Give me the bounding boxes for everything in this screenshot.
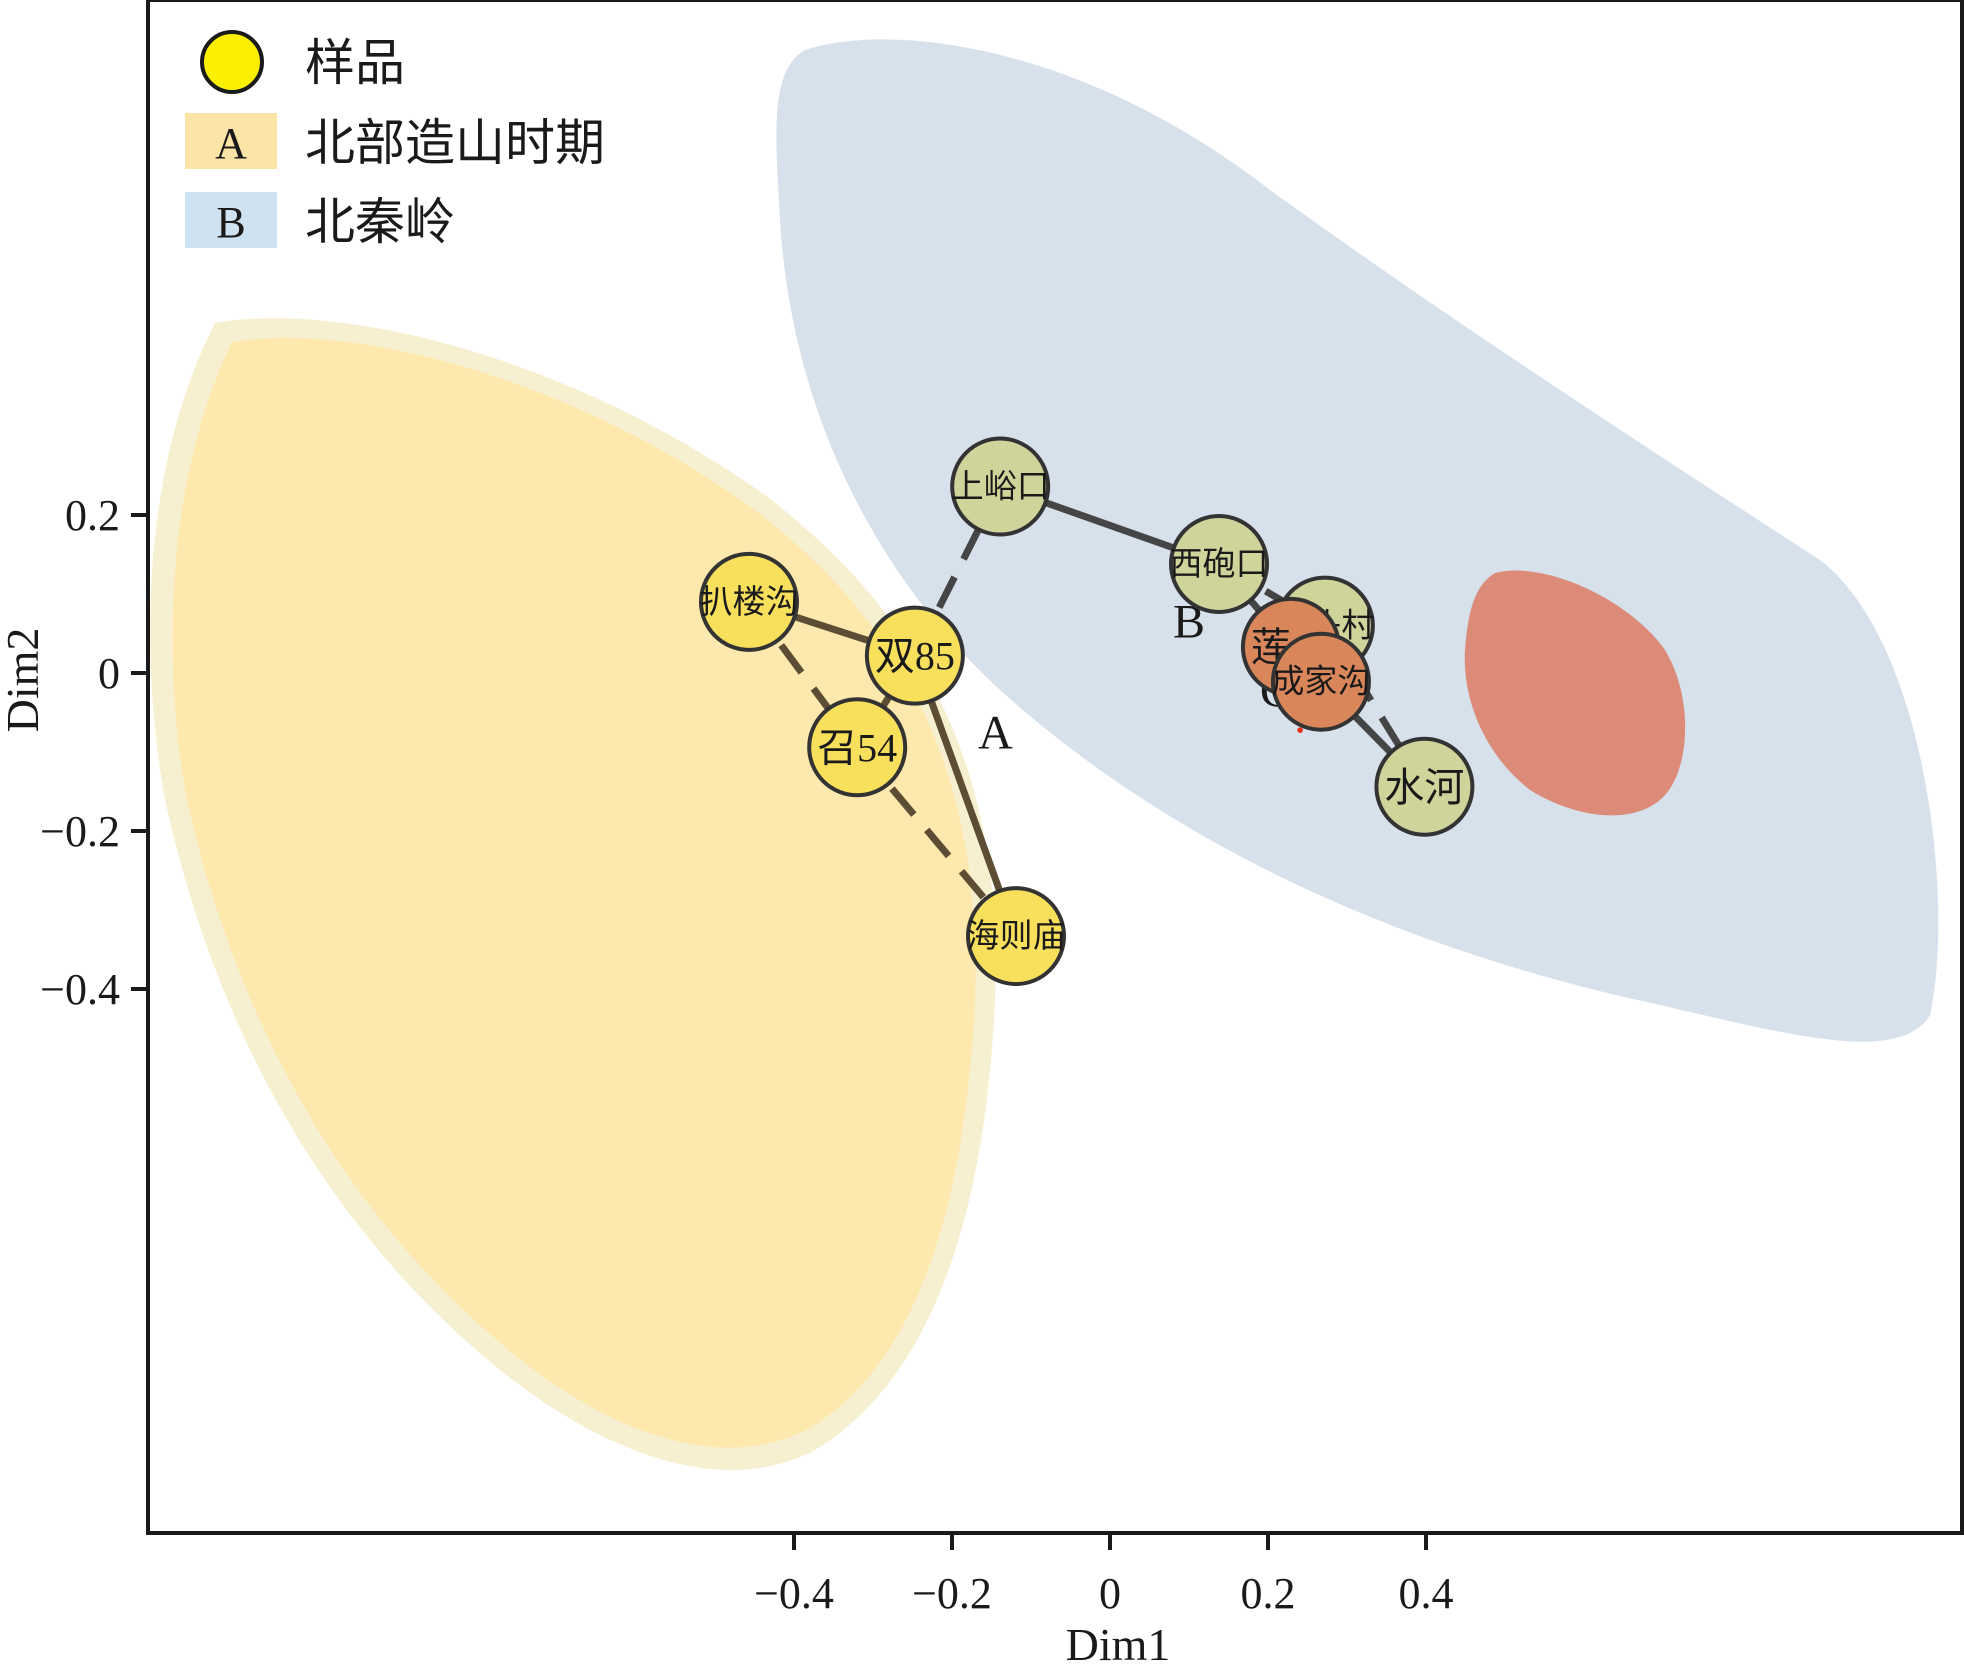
- group-regions: [150, 39, 1939, 1471]
- legend-sample-marker: [200, 30, 264, 94]
- y-tick-label: −0.2: [40, 807, 120, 856]
- node-b-marker: [1169, 513, 1270, 614]
- node-a-marker: [807, 697, 908, 798]
- node-a-marker: [864, 605, 965, 706]
- node-label: 水河: [1384, 765, 1464, 810]
- group-axes: −0.4 −0.2 0 0.2 0.4 0.2 0 −0.2 −0.4 Dim1 Dim2: [0, 491, 1454, 1665]
- legend-b-swatch: [185, 192, 277, 248]
- plot-frame: [146, 0, 1964, 1535]
- y-axis-title: Dim2: [0, 628, 48, 733]
- legend-a-swatch: [185, 113, 277, 169]
- node-label: 海则庙: [966, 918, 1065, 955]
- node-a-marker: [698, 551, 799, 652]
- legend-b-key: B: [216, 198, 245, 247]
- node-label: 成家沟: [1271, 664, 1370, 701]
- region-c: [1464, 570, 1686, 816]
- node-label: 召54: [817, 725, 897, 770]
- legend-a-key: A: [215, 119, 247, 168]
- y-tick-label: 0.2: [65, 491, 120, 540]
- region-label-a: A: [978, 706, 1013, 759]
- node-c-marker: [1270, 631, 1371, 732]
- edge-dashed: [854, 745, 1019, 939]
- node-label: 双85: [875, 634, 955, 679]
- node-b-marker: [1374, 736, 1475, 837]
- node-a-marker: [965, 886, 1066, 987]
- y-tick-label: 0: [98, 649, 120, 698]
- node-label: 扒楼沟: [699, 584, 798, 621]
- region-a: [172, 338, 976, 1448]
- x-tick-label: −0.4: [754, 1569, 834, 1618]
- y-tick-label: −0.4: [40, 965, 120, 1014]
- legend-a-label: 北部造山时期: [305, 115, 605, 171]
- legend: 样品 A 北部造山时期 B 北秦岭: [185, 30, 605, 250]
- group-nodes: 扒楼沟双85召54海则庙上峪口西砲口山头村水河莲45成家沟: [698, 436, 1475, 987]
- x-tick-label: 0.4: [1399, 1569, 1454, 1618]
- x-tick-label: 0: [1099, 1569, 1121, 1618]
- x-tick-label: 0.2: [1241, 1569, 1296, 1618]
- node-label: 西砲口: [1170, 546, 1269, 583]
- legend-b-label: 北秦岭: [305, 194, 455, 250]
- node-b-marker: [950, 436, 1051, 537]
- legend-sample-label: 样品: [305, 35, 405, 91]
- node-label: 上峪口: [951, 470, 1050, 506]
- x-tick-label: −0.2: [912, 1569, 992, 1618]
- x-axis-title: Dim1: [1066, 1619, 1171, 1665]
